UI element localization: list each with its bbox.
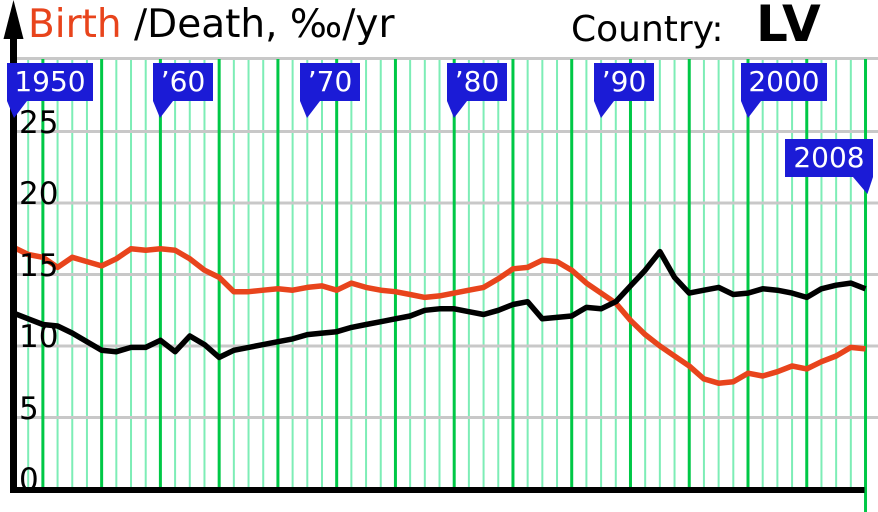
decade-flag-1990: ’90 xyxy=(594,63,654,118)
decade-flag-1950: 1950 xyxy=(7,63,93,118)
title-death-units-label: /Death, ‰/yr xyxy=(121,2,395,47)
decade-flag-1970: ’70 xyxy=(300,63,360,118)
decade-flag-label: ’60 xyxy=(160,65,206,98)
decade-flag-label: ’90 xyxy=(601,65,647,98)
country-label: Country: xyxy=(571,9,724,50)
death-rate-line xyxy=(12,248,867,361)
decade-flag-label: 2008 xyxy=(793,141,865,174)
decade-flag-label: ’70 xyxy=(307,65,353,98)
title-birth-label: Birth xyxy=(28,2,122,47)
decade-flag-1980: ’80 xyxy=(447,63,507,118)
birth-rate-line xyxy=(12,244,866,386)
y-tick-label-5: 5 xyxy=(19,390,39,427)
decade-flag-label: 1950 xyxy=(14,65,86,98)
y-tick-label-0: 0 xyxy=(19,462,39,498)
chart-title: Birth /Death, ‰/yr xyxy=(28,5,395,44)
decade-flag-2000: 2000 xyxy=(741,63,827,118)
decade-flag-2008: 2008 xyxy=(785,139,873,194)
y-tick-label-25: 25 xyxy=(19,104,59,141)
y-tick-label-15: 15 xyxy=(19,247,59,284)
y-tick-label-20: 20 xyxy=(19,176,59,212)
decade-flag-1960: ’60 xyxy=(153,63,213,118)
y-axis-arrow-icon xyxy=(3,0,24,39)
y-tick-label-10: 10 xyxy=(19,319,59,355)
country-code: LV xyxy=(756,0,822,53)
decade-flag-label: ’80 xyxy=(454,65,500,98)
decade-flag-label: 2000 xyxy=(748,65,820,98)
